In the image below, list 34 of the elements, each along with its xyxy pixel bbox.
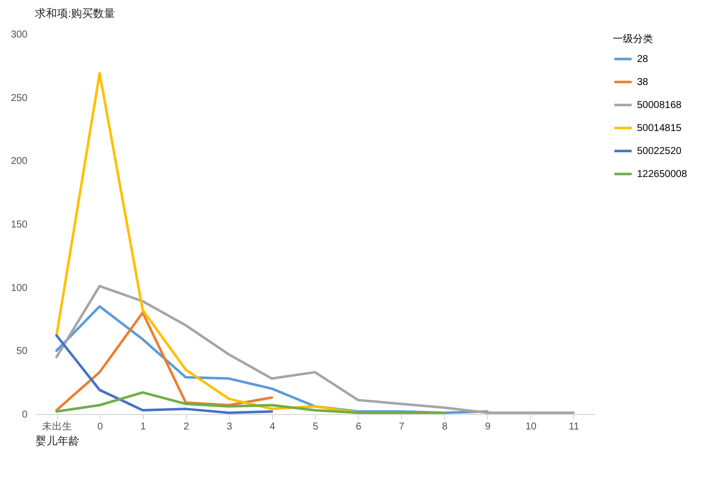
line-series <box>55 391 446 414</box>
x-tick-label: 0 <box>97 422 104 432</box>
x-tick-label: 4 <box>270 422 276 432</box>
y-tick-label: 250 <box>10 92 28 104</box>
legend-label: 50022520 <box>637 146 682 157</box>
x-tick-label: 3 <box>226 422 233 432</box>
legend-title: 一级分类 <box>613 33 653 45</box>
line-series <box>55 334 274 414</box>
legend-label: 28 <box>637 54 649 65</box>
x-tick-label: 7 <box>398 422 405 432</box>
x-tick-label: 2 <box>183 422 190 432</box>
line-series <box>55 311 274 412</box>
y-tick-label: 200 <box>10 156 28 168</box>
legend-label: 122650008 <box>637 169 688 180</box>
chart-title: 求和项:购买数量 <box>35 7 116 20</box>
x-axis-title: 婴儿年龄 <box>36 434 80 448</box>
x-tick-label: 未出生 <box>42 420 72 432</box>
y-tick-label: 100 <box>10 282 28 294</box>
y-tick-label: 150 <box>10 220 28 230</box>
x-tick-label: 6 <box>356 422 362 432</box>
x-tick-label: 10 <box>525 422 537 432</box>
line-series <box>55 72 360 414</box>
legend-label: 38 <box>637 77 649 88</box>
y-tick-label: 300 <box>10 30 28 40</box>
y-tick-label: 50 <box>16 346 28 358</box>
x-tick-label: 1 <box>140 422 146 432</box>
x-tick-label: 5 <box>312 422 319 432</box>
x-tick-label: 11 <box>568 422 580 432</box>
y-tick-label: 0 <box>22 410 28 420</box>
x-tick-label: 9 <box>485 422 492 432</box>
x-tick-label: 8 <box>442 422 448 432</box>
line-series <box>55 284 575 414</box>
legend-label: 50008168 <box>637 100 682 111</box>
legend-label: 50014815 <box>637 123 682 134</box>
